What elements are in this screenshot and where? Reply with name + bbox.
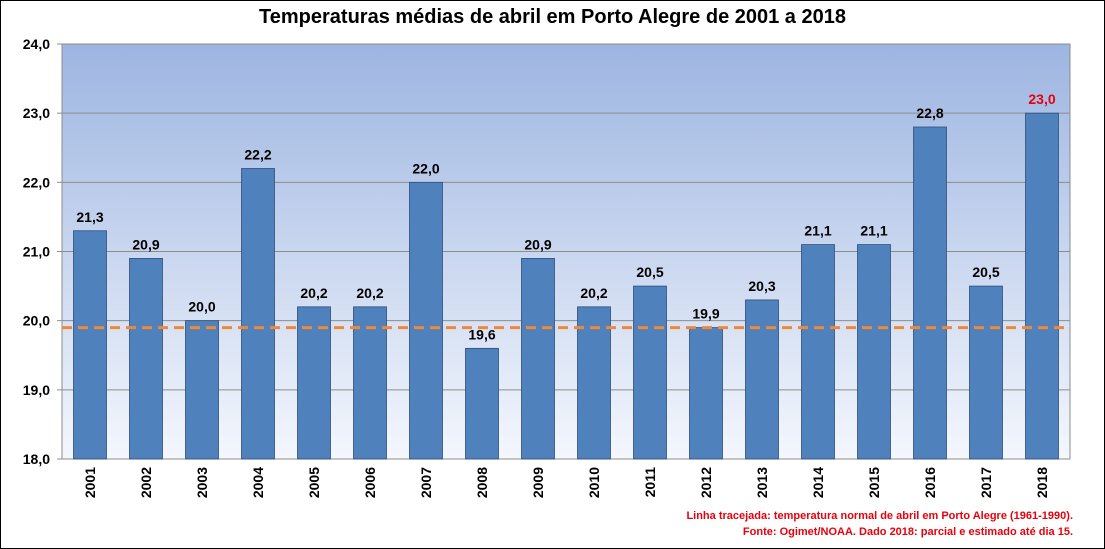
x-tick-label: 2003 xyxy=(194,467,210,498)
y-tick-label: 18,0 xyxy=(23,451,50,467)
y-tick-label: 20,0 xyxy=(23,313,50,329)
note-dashed-line: Linha tracejada: temperatura normal de a… xyxy=(686,510,1073,522)
bar-2016 xyxy=(913,126,947,460)
bar-2007 xyxy=(409,181,443,460)
x-tick-label: 2011 xyxy=(642,467,658,498)
x-tick-label: 2013 xyxy=(754,467,770,498)
x-tick-label: 2008 xyxy=(474,467,490,498)
data-label: 21,1 xyxy=(804,223,831,239)
bar-2017 xyxy=(969,285,1003,460)
bar-2015 xyxy=(857,244,891,460)
y-tick-label: 21,0 xyxy=(23,244,50,260)
x-tick-label: 2014 xyxy=(810,467,826,498)
x-tick-label: 2010 xyxy=(586,467,602,498)
data-label: 20,2 xyxy=(580,285,607,301)
x-tick-label: 2001 xyxy=(82,467,98,498)
x-tick-label: 2012 xyxy=(698,467,714,498)
x-tick-label: 2016 xyxy=(922,467,938,498)
data-label: 19,6 xyxy=(468,326,495,342)
bar-2012 xyxy=(689,327,723,460)
data-labels: 21,3 20,9 20,0 22,2 20,2 20,2 22,0 19,6 20,9 20,2… xyxy=(76,91,1055,342)
bar-2001 xyxy=(73,230,107,460)
x-tick-label: 2006 xyxy=(362,467,378,498)
x-axis-ticks: 2001 2002 2003 2004 2005 2006 2007 2008 2009 2010… xyxy=(82,467,1050,498)
data-label: 20,2 xyxy=(300,285,327,301)
bar-2010 xyxy=(577,306,611,460)
bar-2014 xyxy=(801,244,835,460)
x-tick-label: 2018 xyxy=(1034,467,1050,498)
bar-2004 xyxy=(241,168,275,460)
bar-2005 xyxy=(297,306,331,460)
note-source: Fonte: Ogimet/NOAA. Dado 2018: parcial e… xyxy=(742,526,1073,538)
data-label: 20,9 xyxy=(524,236,551,252)
data-label: 20,3 xyxy=(748,278,775,294)
data-label: 19,9 xyxy=(692,306,719,322)
y-tick-label: 22,0 xyxy=(23,174,50,190)
gridlines xyxy=(62,112,1070,391)
bar-2008 xyxy=(465,347,499,460)
y-tick-label: 19,0 xyxy=(23,382,50,398)
data-label: 22,0 xyxy=(412,160,439,176)
y-tick-label: 24,0 xyxy=(23,36,50,52)
bar-2006 xyxy=(353,306,387,460)
y-tick-label: 23,0 xyxy=(23,105,50,121)
chart-title: Temperaturas médias de abril em Porto Al… xyxy=(259,6,846,28)
bar-2013 xyxy=(745,299,779,460)
x-tick-label: 2002 xyxy=(138,467,154,498)
data-label: 22,8 xyxy=(916,105,943,121)
x-tick-label: 2004 xyxy=(250,467,266,498)
data-label: 21,3 xyxy=(76,209,103,225)
bar-2002 xyxy=(129,258,163,460)
x-tick-label: 2015 xyxy=(866,467,882,498)
data-label: 20,9 xyxy=(132,236,159,252)
x-tick-label: 2009 xyxy=(530,467,546,498)
data-label: 21,1 xyxy=(860,223,887,239)
data-label: 22,2 xyxy=(244,147,271,163)
bar-2009 xyxy=(521,258,555,460)
x-tick-label: 2007 xyxy=(418,467,434,498)
x-tick-label: 2017 xyxy=(978,467,994,498)
data-label: 20,2 xyxy=(356,285,383,301)
bar-2003 xyxy=(185,320,219,460)
bar-2018 xyxy=(1025,112,1059,460)
data-label: 20,5 xyxy=(636,264,663,280)
data-label: 20,5 xyxy=(972,264,999,280)
data-label: 23,0 xyxy=(1028,91,1055,107)
x-tick-label: 2005 xyxy=(306,467,322,498)
bar-2011 xyxy=(633,285,667,460)
y-axis-ticks: 18,0 19,0 20,0 21,0 22,0 23,0 24,0 xyxy=(23,36,62,467)
data-label: 20,0 xyxy=(188,299,215,315)
